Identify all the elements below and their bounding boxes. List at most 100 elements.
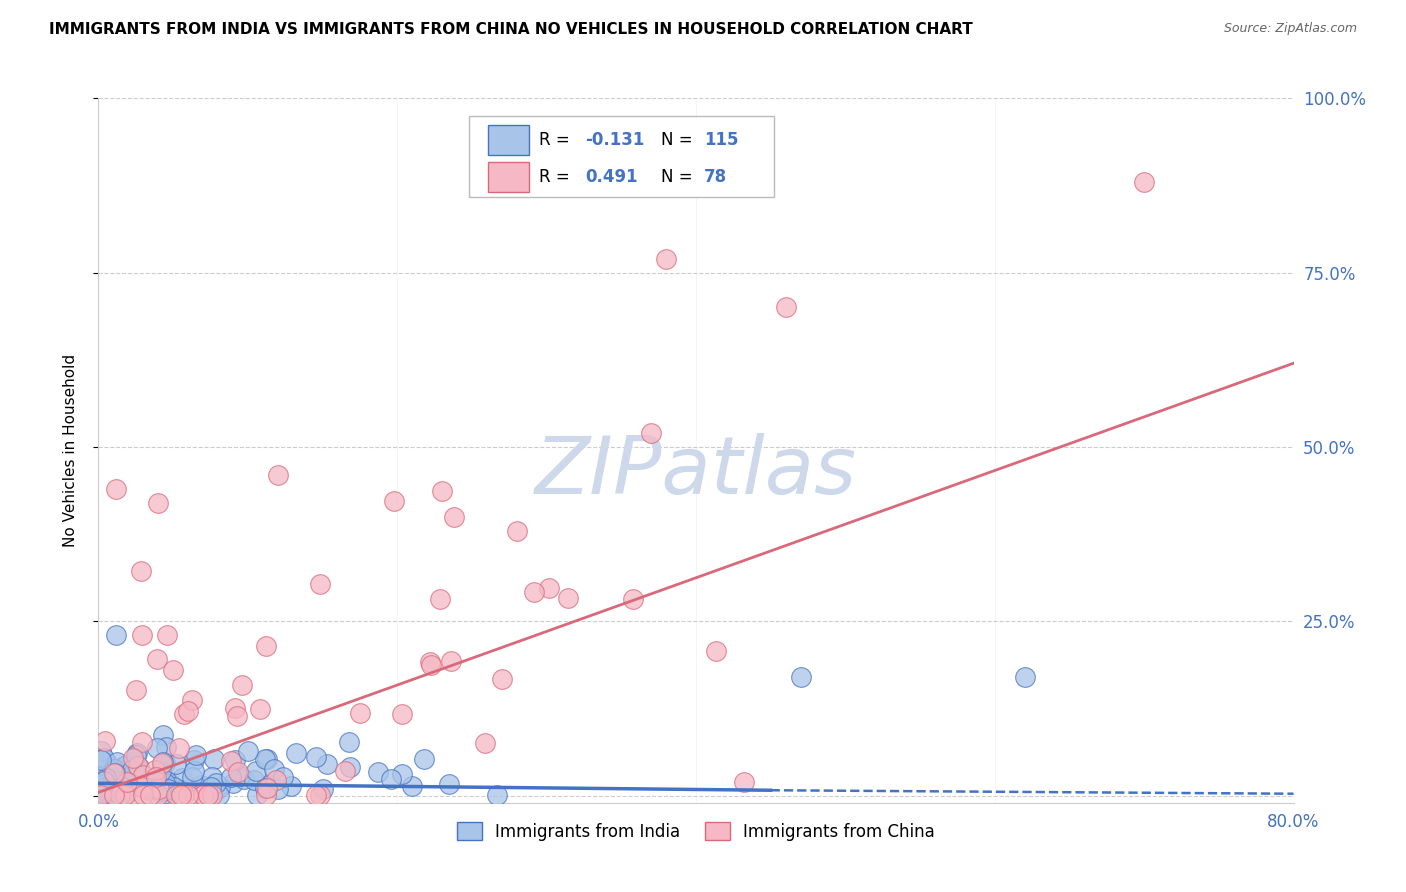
- Point: [165, 787, 187, 801]
- Point: [706, 644, 728, 658]
- Point: [256, 780, 278, 795]
- Point: [108, 788, 131, 802]
- Point: [309, 788, 332, 802]
- Point: [91, 786, 114, 800]
- Point: [93, 773, 115, 788]
- Point: [128, 760, 150, 774]
- Point: [207, 781, 229, 796]
- Point: [146, 740, 169, 755]
- Point: [224, 701, 246, 715]
- Point: [249, 702, 271, 716]
- Point: [150, 756, 173, 771]
- Point: [148, 774, 170, 789]
- Point: [100, 784, 122, 798]
- Point: [181, 770, 204, 784]
- Point: [254, 788, 277, 802]
- Point: [222, 776, 245, 790]
- Point: [163, 780, 186, 794]
- Point: [152, 728, 174, 742]
- Point: [640, 425, 662, 440]
- Point: [391, 706, 413, 721]
- Point: [193, 788, 215, 802]
- Point: [173, 788, 195, 802]
- Point: [105, 628, 128, 642]
- Point: [191, 788, 214, 802]
- Point: [1133, 175, 1156, 189]
- Point: [145, 773, 167, 788]
- Point: [94, 786, 117, 800]
- Point: [138, 781, 160, 796]
- Point: [131, 780, 153, 794]
- Text: 115: 115: [704, 131, 738, 149]
- Point: [90, 744, 112, 758]
- Point: [437, 777, 460, 791]
- Text: IMMIGRANTS FROM INDIA VS IMMIGRANTS FROM CHINA NO VEHICLES IN HOUSEHOLD CORRELAT: IMMIGRANTS FROM INDIA VS IMMIGRANTS FROM…: [49, 22, 973, 37]
- Point: [208, 780, 231, 794]
- Point: [305, 788, 328, 802]
- Point: [207, 788, 229, 802]
- Point: [125, 758, 148, 772]
- Point: [197, 788, 219, 802]
- Point: [155, 776, 177, 790]
- Point: [143, 763, 166, 777]
- Point: [167, 740, 190, 755]
- Point: [148, 496, 170, 510]
- Point: [146, 788, 169, 802]
- Point: [254, 752, 277, 766]
- Point: [655, 252, 678, 266]
- Point: [89, 777, 111, 791]
- Point: [257, 778, 280, 792]
- Text: 78: 78: [704, 168, 727, 186]
- Point: [153, 780, 176, 794]
- Point: [91, 778, 114, 792]
- Point: [105, 755, 128, 769]
- Point: [523, 584, 546, 599]
- Point: [100, 774, 122, 789]
- Text: ZIPatlas: ZIPatlas: [534, 433, 858, 510]
- Point: [121, 751, 143, 765]
- Point: [143, 773, 166, 788]
- Point: [339, 760, 361, 774]
- Point: [537, 581, 560, 595]
- Point: [94, 734, 117, 748]
- Point: [148, 782, 170, 797]
- Point: [789, 670, 811, 684]
- Point: [349, 706, 371, 720]
- Point: [125, 746, 148, 760]
- Point: [103, 764, 125, 778]
- Point: [149, 764, 172, 778]
- Point: [201, 788, 224, 802]
- Point: [96, 756, 118, 770]
- Point: [443, 510, 465, 524]
- Point: [90, 753, 112, 767]
- Point: [124, 788, 146, 802]
- Point: [127, 759, 149, 773]
- Point: [91, 787, 114, 801]
- Point: [226, 765, 249, 780]
- Point: [506, 524, 529, 538]
- Point: [170, 771, 193, 785]
- Point: [190, 778, 212, 792]
- Point: [267, 781, 290, 796]
- Point: [121, 764, 143, 778]
- Point: [103, 763, 125, 777]
- Point: [115, 786, 138, 800]
- Point: [91, 780, 114, 795]
- Point: [202, 752, 225, 766]
- Point: [138, 772, 160, 787]
- Point: [775, 301, 797, 315]
- Point: [155, 772, 177, 787]
- Point: [337, 735, 360, 749]
- Point: [224, 753, 246, 767]
- Text: R =: R =: [540, 131, 575, 149]
- Point: [333, 764, 356, 779]
- Point: [315, 756, 337, 771]
- Point: [382, 494, 405, 508]
- Text: 0.491: 0.491: [585, 168, 637, 186]
- Point: [103, 779, 125, 793]
- Point: [122, 755, 145, 769]
- Point: [115, 775, 138, 789]
- Point: [125, 748, 148, 763]
- Point: [90, 788, 112, 802]
- Point: [271, 770, 294, 784]
